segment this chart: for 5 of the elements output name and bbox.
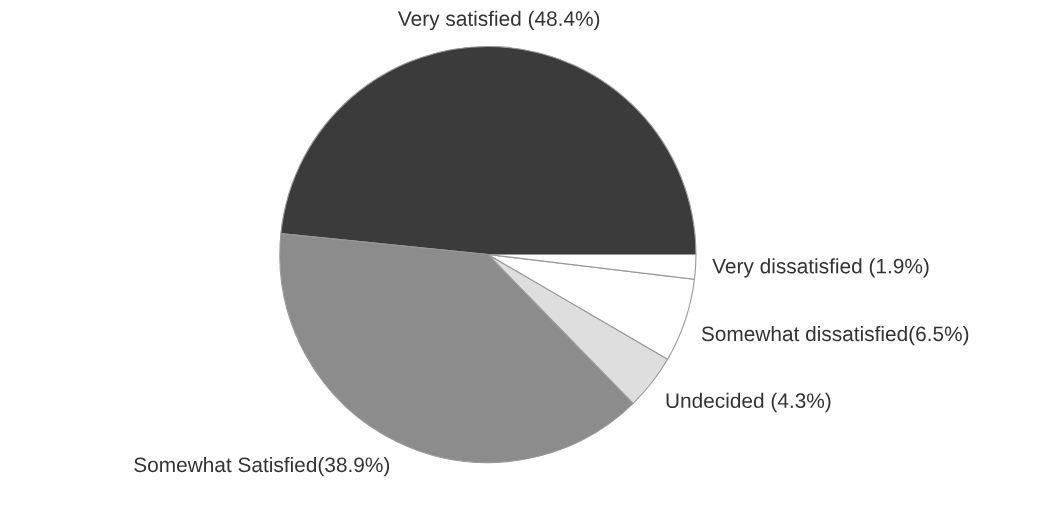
slice-label: Very satisfied (48.4%) bbox=[397, 10, 600, 31]
slice-label: Somewhat dissatisfied(6.5%) bbox=[701, 325, 969, 346]
slice-label: Very dissatisfied (1.9%) bbox=[712, 258, 929, 278]
slice-label: Undecided (4.3%) bbox=[666, 392, 831, 413]
slice-label: Somewhat Satisfied(38.9%) bbox=[134, 456, 390, 477]
